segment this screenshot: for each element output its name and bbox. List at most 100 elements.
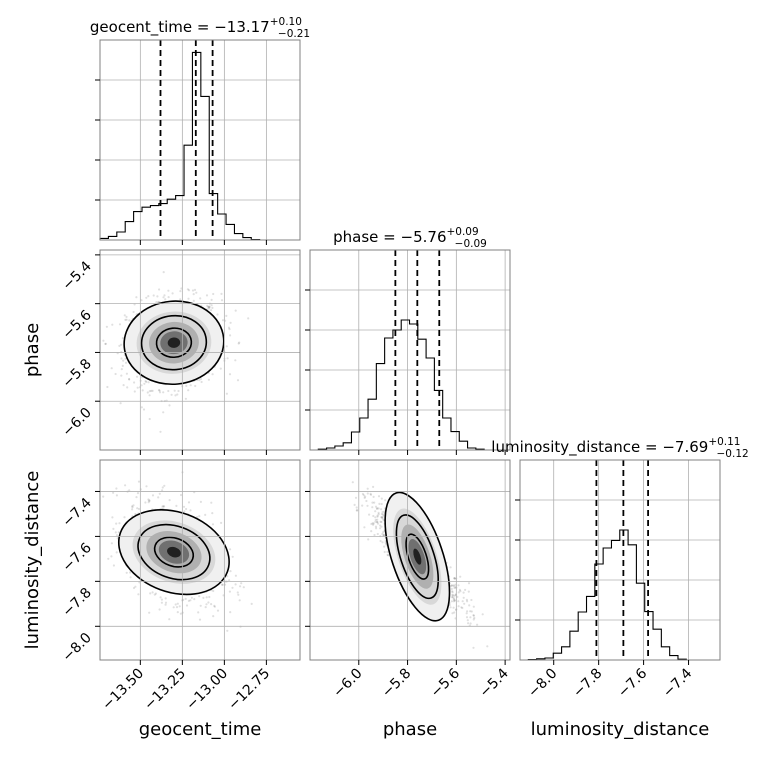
sample-point [136, 492, 140, 495]
sample-point [383, 545, 386, 548]
sample-point [207, 378, 210, 381]
sample-point [189, 384, 192, 387]
sample-point [351, 481, 354, 484]
sample-point [451, 590, 454, 593]
sample-point [159, 596, 162, 599]
sample-point [371, 506, 374, 509]
title-luminosity-distance: luminosity_distance = −7.69+0.11 −0.12 [491, 436, 748, 460]
sample-point [383, 550, 386, 554]
sample-point [380, 516, 384, 519]
sample-point [168, 618, 171, 621]
sample-point [112, 564, 115, 567]
sample-point [158, 608, 161, 611]
sample-point [136, 386, 139, 389]
sample-point [452, 584, 455, 587]
sample-point [376, 515, 379, 518]
sample-point [466, 600, 469, 603]
contour-line [153, 536, 195, 568]
sample-point [376, 507, 379, 510]
sample-point [170, 393, 173, 396]
sample-point [144, 501, 147, 504]
sample-point [122, 359, 125, 362]
sample-point [198, 595, 201, 598]
sample-point [367, 538, 370, 541]
sample-point [164, 601, 168, 604]
sample-point [451, 612, 454, 615]
sample-point [162, 391, 165, 394]
sample-point [164, 597, 167, 600]
sample-point [174, 603, 177, 606]
sample-point [161, 489, 164, 492]
sample-point [379, 539, 382, 543]
sample-point [117, 531, 120, 534]
xtick-label-phase: −5.8 [379, 666, 414, 701]
sample-point [151, 389, 154, 392]
sample-point [227, 326, 231, 329]
sample-point [452, 598, 455, 601]
sample-point [111, 516, 114, 519]
sample-point [137, 507, 141, 511]
xtick-label-geocent-time: −12.75 [225, 666, 273, 714]
sample-point [167, 289, 170, 292]
sample-point [147, 501, 150, 504]
sample-point [145, 485, 148, 488]
sample-point [179, 298, 182, 301]
sample-point [176, 602, 179, 605]
sample-point [118, 522, 121, 525]
sample-point [229, 570, 232, 573]
sample-point [136, 507, 139, 510]
sample-point [158, 288, 161, 291]
sample-point [129, 571, 132, 574]
sample-point [120, 357, 123, 360]
sample-point [237, 342, 240, 345]
sample-point [147, 498, 150, 501]
sample-point [126, 386, 129, 389]
sample-point [120, 368, 123, 371]
sample-point [221, 319, 225, 322]
sample-point [228, 590, 231, 593]
sample-point [133, 381, 136, 384]
sample-point [128, 319, 131, 322]
sample-point [205, 596, 208, 599]
sample-point [228, 579, 231, 582]
sample-point [144, 380, 147, 383]
sample-point [177, 389, 180, 393]
sample-point [380, 512, 383, 516]
sample-point [132, 586, 136, 590]
sample-point [114, 372, 117, 376]
sample-point [370, 522, 373, 526]
sample-point [137, 593, 140, 596]
ytick-label-phase: −6.0 [59, 405, 94, 440]
sample-point [208, 305, 211, 308]
sample-point [185, 384, 188, 387]
sample-point [225, 314, 228, 317]
sample-point [135, 296, 138, 299]
sample-point [184, 597, 187, 601]
sample-point [205, 294, 209, 297]
sample-point [452, 600, 455, 603]
sample-point [456, 595, 459, 599]
sample-point [355, 506, 358, 509]
contours-0 [123, 300, 225, 386]
sample-point [210, 501, 213, 504]
contour-line [384, 491, 451, 622]
sample-point [125, 318, 128, 321]
sample-point [163, 294, 166, 297]
sample-point [120, 343, 123, 346]
sample-point [384, 541, 387, 544]
sample-point [168, 499, 171, 502]
sample-point [192, 293, 195, 296]
contour-line [137, 523, 211, 581]
sample-point [363, 496, 366, 499]
contours-2 [384, 491, 451, 622]
sample-point [210, 304, 213, 307]
sample-point [378, 502, 381, 505]
sample-point [112, 491, 115, 494]
ytick-label-phase: −5.6 [59, 307, 94, 342]
sample-point [377, 507, 380, 510]
sample-point [212, 589, 215, 593]
sample-point [156, 295, 159, 298]
sample-point [469, 610, 472, 613]
sample-point [179, 493, 183, 497]
sample-point [383, 533, 386, 536]
